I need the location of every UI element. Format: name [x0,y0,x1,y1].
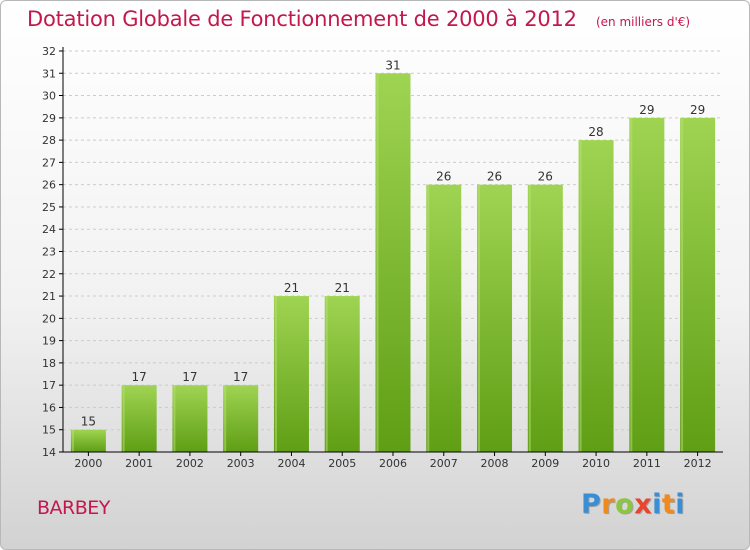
y-tick-label: 19 [42,335,56,348]
x-tick-label: 2009 [531,457,559,470]
y-tick-label: 26 [42,179,56,192]
y-tick-label: 18 [42,357,56,370]
bar-2002 [172,385,208,452]
logo-letter: t [661,489,676,520]
bar-2003 [223,385,259,452]
logo-letter: i [675,489,686,520]
x-tick-label: 2012 [684,457,712,470]
chart-title-row: Dotation Globale de Fonctionnement de 20… [27,7,690,31]
x-tick-label: 2005 [328,457,356,470]
y-tick-label: 27 [42,156,56,169]
bar-highlight [528,184,531,452]
x-tick-label: 2006 [379,457,407,470]
bar-value-label: 26 [538,170,553,184]
y-tick-label: 29 [42,112,56,125]
bar-2006 [375,73,411,453]
bar-2001 [121,385,157,452]
bar-value-label: 26 [487,170,502,184]
x-tick-label: 2003 [227,457,255,470]
logo-letter: i [652,489,662,520]
bar-2007 [426,184,462,452]
logo-letter: r [601,489,616,520]
chart-title: Dotation Globale de Fonctionnement de 20… [27,7,577,31]
chart-unit-note: (en milliers d'€) [595,15,691,29]
logo-letter: P [581,489,602,520]
y-tick-label: 16 [42,401,56,414]
bar-highlight [122,385,125,452]
axes [59,47,723,456]
x-tick-label: 2010 [582,457,610,470]
bar-2000 [70,429,106,452]
bar-value-label: 17 [132,370,147,384]
bars [70,73,716,453]
bar-value-label: 28 [588,125,603,139]
bar-highlight [274,296,277,452]
logo-letter: o [615,489,635,520]
y-tick-label: 25 [42,201,56,214]
y-tick-label: 31 [42,67,56,80]
bar-value-label: 31 [385,58,400,72]
bar-highlight [681,117,684,452]
y-tick-label: 15 [42,424,56,437]
bar-value-label: 29 [639,103,654,117]
y-tick-label: 17 [42,379,56,392]
bar-highlight [325,296,328,452]
logo-letter: x [634,489,653,520]
x-tick-label: 2007 [430,457,458,470]
bar-value-label: 17 [182,370,197,384]
proxiti-logo: Proxiti [581,489,685,520]
y-tick-label: 21 [42,290,56,303]
bar-value-label: 29 [690,103,705,117]
y-tick-label: 14 [42,446,56,459]
x-tick-label: 2008 [481,457,509,470]
bar-highlight [376,73,379,453]
bar-2010 [578,140,614,452]
y-tick-label: 30 [42,90,56,103]
x-tick-label: 2011 [633,457,661,470]
bar-value-label: 21 [284,281,299,295]
bar-value-label: 21 [335,281,350,295]
y-tick-label: 32 [42,45,56,58]
bar-value-label: 26 [436,170,451,184]
bar-2011 [629,117,665,452]
bar-highlight [173,385,176,452]
bar-2005 [324,296,360,452]
y-tick-label: 28 [42,134,56,147]
bar-value-label: 17 [233,370,248,384]
bar-highlight [427,184,430,452]
bar-value-label: 15 [81,415,96,429]
y-tick-label: 22 [42,268,56,281]
bar-highlight [71,429,74,452]
bar-highlight [630,117,633,452]
bar-2012 [680,117,716,452]
y-tick-label: 20 [42,312,56,325]
x-tick-label: 2001 [125,457,153,470]
bar-2008 [477,184,513,452]
bar-2004 [273,296,309,452]
labels: 14 15 16 17 18 19 20 21 22 23 24 25 26 27 28 29 30 31 32 15… [42,45,712,470]
bar-highlight [579,140,582,452]
y-tick-label: 24 [42,223,56,236]
x-tick-label: 2004 [277,457,305,470]
x-tick-label: 2000 [74,457,102,470]
x-tick-label: 2002 [176,457,204,470]
commune-name: BARBEY [37,497,110,519]
bar-highlight [478,184,481,452]
bar-highlight [224,385,227,452]
y-tick-label: 23 [42,246,56,259]
bar-2009 [527,184,563,452]
